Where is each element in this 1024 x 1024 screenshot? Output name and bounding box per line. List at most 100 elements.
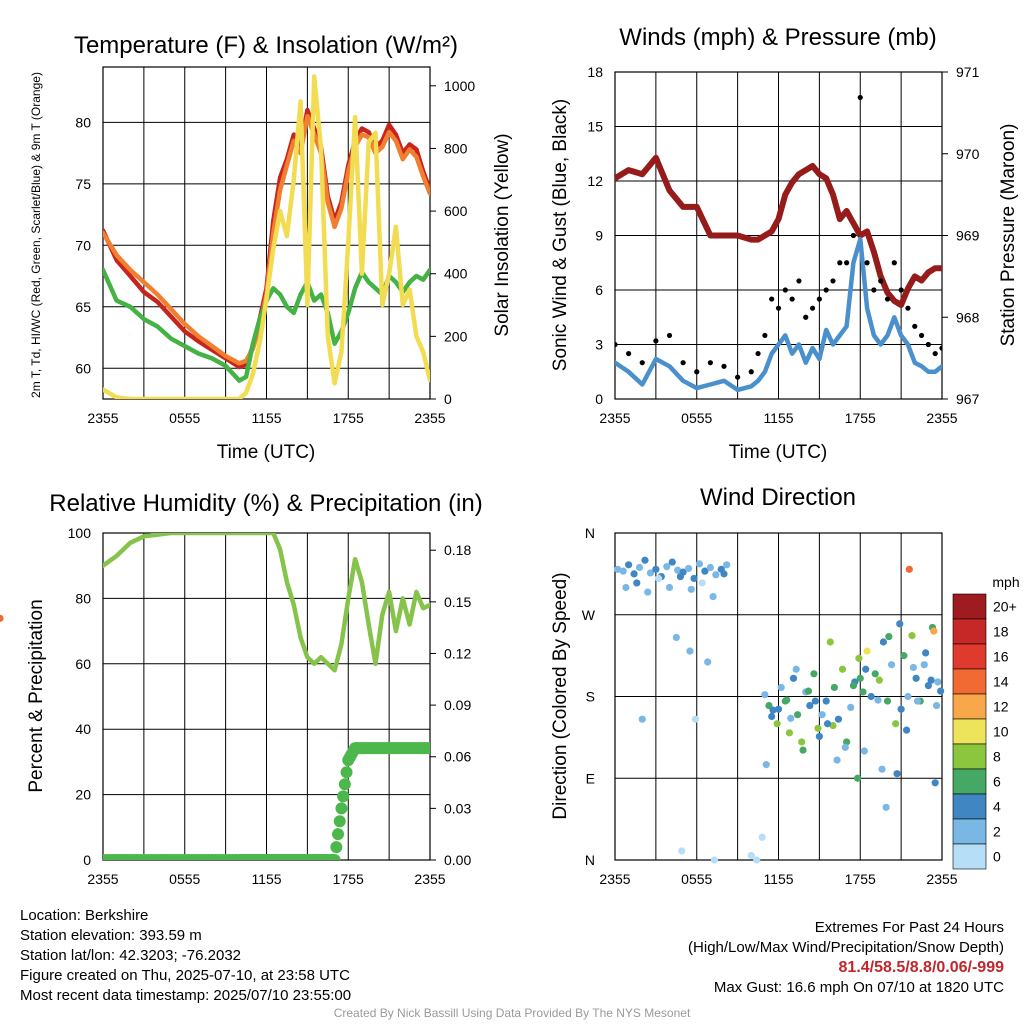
gust-point [809, 305, 816, 311]
dir-ytick-label: S [586, 689, 595, 705]
wind-direction-point [860, 747, 868, 755]
wind-direction-point [622, 583, 630, 592]
temp-xlabel: Time (UTC) [217, 442, 316, 463]
legend-label: 20+ [993, 599, 1017, 615]
wind-direction-point [723, 561, 731, 569]
wind-series-line [615, 236, 942, 393]
wind-direction-point [676, 573, 685, 581]
rh-series-group [103, 533, 430, 860]
legend-label: 6 [993, 774, 1001, 790]
wind-direction-point [712, 571, 720, 579]
wind-direction-point [905, 565, 913, 573]
station-info: Location: Berkshire Station elevation: 3… [20, 906, 351, 1006]
wind-direction-point [630, 570, 638, 578]
legend-swatch [952, 743, 987, 770]
dir-ytick-label: W [582, 607, 596, 623]
info-recent: Most recent data timestamp: 2025/07/10 2… [20, 987, 352, 1004]
dir-ytick-label: E [586, 770, 595, 786]
wind-direction-point [641, 556, 649, 564]
wind-direction-point [830, 683, 838, 692]
rh-precip-point [335, 802, 348, 815]
wind-direction-point [811, 697, 819, 705]
gust-point [850, 232, 857, 239]
gust-point [932, 350, 938, 357]
wind-direction-point [665, 583, 674, 592]
wind-direction-point [758, 833, 766, 841]
wind-direction-point [646, 569, 655, 577]
temp-y2tick-label: 200 [444, 328, 468, 344]
wind-direction-point [862, 665, 870, 673]
rh-precip-point [337, 790, 350, 803]
wind-direction-point [614, 565, 622, 573]
rh-xtick-label: 1155 [251, 871, 281, 887]
wind-direction-point [691, 715, 699, 723]
temp-xtick-label: 2355 [414, 410, 445, 426]
wind-direction-point [909, 663, 917, 672]
wind-direction-point [804, 687, 813, 695]
temp-ylabel: 2m T, Td, HI/WC (Red, Green, Scarlet/Blu… [29, 72, 43, 398]
wind-direction-point [934, 678, 942, 686]
wind-direction-point [843, 738, 851, 746]
wind-direction-point [769, 706, 777, 714]
rh-ytick-label: 60 [75, 656, 91, 672]
rh-ylabel: Percent & Precipitation [26, 599, 47, 792]
wind-direction-point [686, 647, 694, 655]
legend-swatch [952, 668, 987, 695]
gust-point [626, 350, 632, 357]
wind-direction-point [882, 803, 890, 811]
wind-direction-point [892, 720, 900, 728]
wind-direction-point [814, 724, 822, 732]
wind-direction-point [932, 701, 941, 710]
legend-label: 0 [993, 849, 1001, 865]
legend-label: 16 [993, 649, 1009, 665]
rh-ytick-label: 20 [75, 787, 91, 803]
temp-ytick-label: 75 [75, 176, 91, 192]
wind-direction-point [897, 705, 905, 713]
wind-direction-point [859, 688, 867, 696]
wind-direction-point [847, 703, 855, 712]
dir-ytick-label: N [585, 525, 595, 541]
rh-series-line [103, 533, 430, 673]
dir-xtick-label: 2355 [926, 871, 957, 887]
wind-direction-point [674, 566, 682, 574]
credit-line: Created By Nick Bassill Using Data Provi… [333, 1006, 691, 1020]
wind-direction-point [704, 658, 712, 666]
rh-y2tick-label: 0.00 [444, 852, 471, 868]
wind-direction-point [833, 756, 841, 764]
gust-point [925, 341, 931, 348]
gust-point [844, 260, 850, 266]
temp-ytick-label: 65 [75, 299, 91, 315]
rh-y2tick-label: 0.15 [444, 594, 471, 610]
rh-ytick-label: 40 [75, 721, 91, 737]
info-created: Figure created on Thu, 2025-07-10, at 23… [20, 967, 350, 984]
legend-unit: mph [992, 574, 1019, 590]
wind-direction-point [853, 774, 862, 782]
wind-direction-point [896, 620, 904, 628]
gust-point [775, 305, 782, 311]
legend-swatch [952, 643, 987, 670]
wind-direction-point [747, 851, 755, 860]
wind-direction-point [652, 565, 660, 573]
wind-direction-point [924, 682, 932, 690]
wind-direction-point [834, 715, 843, 723]
wind-direction-point [695, 560, 704, 568]
wind-ytick-label: 0 [595, 391, 603, 407]
info-latlon: Station lat/lon: 42.3203; -76.2032 [20, 947, 242, 964]
legend-label: 4 [993, 799, 1001, 815]
wind-direction-point [785, 729, 794, 737]
legend-swatch [952, 693, 987, 720]
plots-layer: 2355 0555 1155 1755 235560657075800200400600… [0, 64, 1017, 887]
temp-y2tick-label: 1000 [444, 78, 475, 94]
rh-precip-point [340, 766, 353, 779]
gust-point [891, 260, 897, 266]
rh-y2tick-label: 0.06 [444, 749, 471, 765]
extremes-panel: Extremes For Past 24 Hours (High/Low/Max… [688, 918, 1004, 998]
wind-direction-point [887, 661, 896, 669]
gust-point [796, 278, 802, 284]
wind-y2tick-label: 967 [956, 391, 980, 407]
legend-swatch [952, 618, 987, 645]
wind-direction-point [912, 674, 920, 682]
gust-point [864, 260, 870, 266]
wind-ytick-label: 12 [587, 173, 603, 189]
temp-ytick-label: 70 [75, 237, 91, 253]
